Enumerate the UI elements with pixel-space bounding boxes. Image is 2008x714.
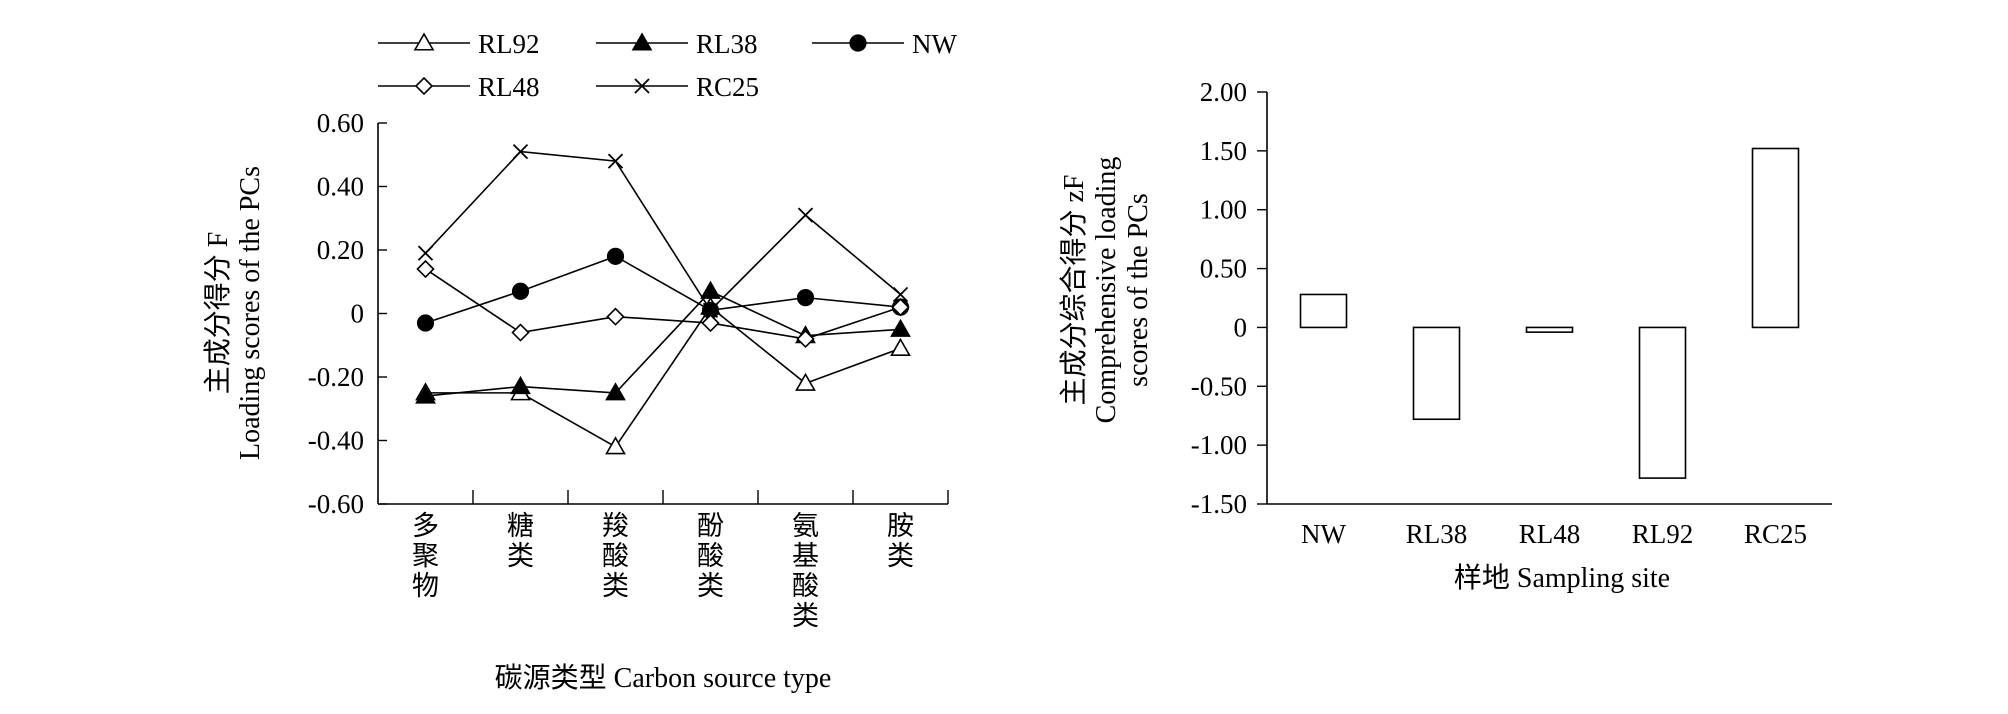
y-tick-label: -0.60: [308, 489, 364, 519]
x-tick-label: RL92: [1632, 519, 1694, 549]
series-point-rc25: [512, 143, 529, 160]
legend-item-rl48: RL48: [378, 72, 540, 102]
y-tick-label: -1.00: [1191, 430, 1247, 460]
bar-rc25: [1751, 147, 1800, 329]
x-tick-label: RC25: [1744, 519, 1807, 549]
legend-item-rl38: RL38: [596, 29, 758, 59]
legend-marker: [414, 76, 434, 96]
y-tick-label: 0.50: [1200, 254, 1247, 284]
series-line-nw: [425, 255, 901, 324]
series-point-rl92: [890, 337, 911, 356]
x-tick-label-char: 类: [697, 571, 724, 601]
x-tick-label-char: 糖: [507, 511, 534, 541]
x-tick-label-char: 酸: [602, 541, 629, 571]
y-tick-label: 0: [1234, 312, 1248, 342]
series-point-rc25: [797, 207, 814, 223]
x-tick-label: NW: [1301, 519, 1346, 549]
y-tick-label: 2.00: [1200, 77, 1247, 107]
bar-chart: 2.00 1.50 1.00 0.50 0 -0.50 -1.00 -1.50 NW RL38 RL…: [1058, 77, 1832, 594]
series-point-rl48: [416, 259, 435, 279]
series-point-rl38: [890, 318, 911, 337]
y-axis-title-line: Loading scores of the PCs: [235, 166, 266, 460]
y-axis-title-line: Comprehensive loading: [1091, 157, 1122, 424]
y-tick-label: 0.40: [317, 172, 364, 202]
series-line-rl92: [425, 305, 901, 448]
y-axis-title-line: scores of the PCs: [1123, 193, 1154, 387]
y-tick-label: 1.00: [1200, 195, 1247, 225]
legend-marker: [413, 32, 435, 51]
series-point-nw: [416, 314, 435, 332]
y-tick-label: 0: [351, 299, 365, 329]
x-tick-label: RL48: [1519, 519, 1581, 549]
x-tick-label-char: 酸: [697, 541, 724, 571]
legend-item-rc25: RC25: [596, 72, 759, 102]
legend-label: NW: [912, 29, 957, 59]
legend-marker: [631, 32, 653, 51]
x-tick-label-char: 聚: [412, 541, 439, 571]
x-tick-label-char: 类: [602, 571, 629, 601]
x-axis-title: 碳源类型 Carbon source type: [495, 662, 832, 694]
x-tick-label-char: 氨: [792, 511, 819, 541]
series-point-rl92: [795, 372, 816, 391]
y-tick-label: -0.20: [308, 362, 364, 392]
series-point-rc25: [417, 245, 434, 261]
y-tick-label: 1.50: [1200, 136, 1247, 166]
bar-rl48: [1525, 326, 1574, 333]
series-line-rl48: [425, 268, 901, 340]
x-axis-title: 样地 Sampling site: [1454, 562, 1670, 594]
x-tick-label-char: 多: [412, 511, 439, 541]
series-point-nw: [606, 247, 625, 265]
series-point-rc25: [702, 302, 719, 318]
series-point-nw: [796, 289, 815, 307]
y-axis-title-line: 主成分综合得分 zF: [1058, 174, 1090, 405]
series-point-rl38: [700, 280, 721, 299]
x-tick-label-char: 类: [792, 601, 819, 631]
legend-item-nw: NW: [812, 29, 957, 59]
x-tick-label-char: 胺: [887, 511, 914, 541]
bar-nw: [1299, 293, 1348, 329]
series-point-rl92: [605, 436, 626, 455]
series-point-rl38: [510, 375, 531, 395]
series-point-rl48: [701, 313, 720, 333]
legend-label: RC25: [696, 72, 759, 102]
legend-label: RL38: [696, 29, 758, 59]
y-axis-title-line: 主成分得分 F: [202, 232, 234, 395]
y-tick-label: -1.50: [1191, 489, 1247, 519]
x-tick-label-char: 酸: [792, 571, 819, 601]
series-line-rc25: [424, 150, 902, 312]
legend-marker: [849, 34, 867, 52]
y-tick-label: 0.60: [317, 108, 364, 138]
series-point-rl48: [891, 298, 910, 317]
y-axis-title: 主成分综合得分 zF Comprehensive loading scores of…: [1058, 157, 1154, 424]
x-tick-label: RL38: [1406, 519, 1468, 549]
legend-label: RL92: [478, 29, 540, 59]
bar-rl92: [1638, 326, 1687, 479]
series-point-rl48: [606, 307, 625, 326]
legend-label: RL48: [478, 72, 540, 102]
x-tick-label-char: 类: [507, 541, 534, 571]
x-tick-label-char: 酚: [697, 511, 724, 541]
series-point-rl38: [415, 385, 436, 404]
line-chart: 0.600.400.200-0.20-0.40-0.60多聚物糖类羧酸类酚酸类氨…: [202, 29, 957, 694]
bar-rl38: [1412, 326, 1461, 421]
series-point-rc25: [892, 286, 909, 303]
x-tick-label-char: 物: [412, 571, 439, 601]
series-point-rl48: [796, 329, 815, 349]
series-point-rc25: [607, 153, 624, 169]
series-point-nw: [511, 282, 530, 300]
y-tick-label: -0.40: [308, 426, 364, 456]
series-line-rl38: [425, 290, 901, 397]
y-tick-label: -0.50: [1191, 371, 1247, 401]
x-tick-label-char: 类: [887, 541, 914, 571]
legend-marker: [634, 78, 650, 94]
x-tick-label-char: 基: [792, 541, 819, 571]
x-tick-label-char: 羧: [602, 511, 629, 541]
y-tick-label: 0.20: [317, 235, 364, 265]
legend-item-rl92: RL92: [378, 29, 540, 59]
series-point-rl38: [605, 382, 626, 401]
y-axis-title: 主成分得分 F Loading scores of the PCs: [202, 166, 266, 460]
series-point-rl48: [511, 323, 530, 342]
